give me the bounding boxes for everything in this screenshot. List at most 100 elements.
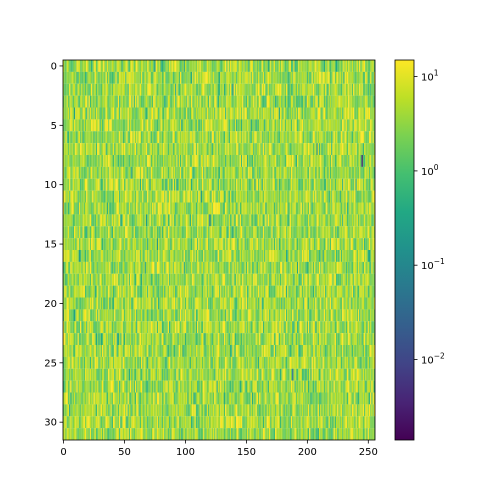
heatmap-cell: [290, 250, 293, 262]
heatmap-cell: [237, 143, 239, 156]
heatmap-cell: [197, 214, 199, 227]
heatmap-cell: [373, 214, 376, 227]
heatmap-cell: [71, 238, 73, 251]
heatmap-cell: [325, 178, 327, 191]
heatmap-cell: [189, 71, 192, 84]
heatmap-cell: [307, 95, 310, 108]
heatmap-cell: [333, 190, 335, 203]
heatmap-cell: [215, 119, 217, 132]
heatmap-cell: [211, 261, 213, 274]
heatmap-cell: [256, 119, 259, 132]
heatmap-cell: [158, 71, 160, 84]
heatmap-cell: [159, 60, 161, 72]
heatmap-cell: [265, 238, 267, 251]
heatmap-cell: [176, 143, 178, 156]
heatmap-cell: [325, 273, 327, 286]
heatmap-cell: [67, 95, 70, 108]
heatmap-cell: [261, 131, 263, 144]
heatmap-cell: [339, 95, 341, 108]
heatmap-cell: [198, 273, 200, 286]
heatmap-cell: [203, 226, 205, 239]
heatmap-cell: [147, 261, 149, 274]
heatmap-cell: [111, 226, 114, 239]
heatmap-cell: [286, 273, 288, 286]
heatmap-cell: [167, 155, 170, 167]
heatmap-cell: [260, 166, 262, 179]
heatmap-cell: [65, 190, 67, 203]
heatmap-cell: [100, 119, 103, 132]
heatmap-cell: [300, 95, 302, 108]
heatmap-cell: [80, 155, 82, 167]
heatmap-cell: [338, 155, 340, 167]
heatmap-cell: [242, 273, 244, 286]
heatmap-cell: [295, 107, 298, 120]
heatmap-cell: [106, 250, 109, 262]
heatmap-cell: [156, 143, 159, 156]
heatmap-cell: [180, 119, 182, 132]
heatmap-cell: [268, 190, 271, 203]
heatmap-cell: [327, 60, 329, 72]
heatmap-cell: [125, 60, 127, 72]
heatmap-cell: [321, 226, 323, 239]
heatmap-cell: [80, 71, 82, 84]
heatmap-cell: [239, 261, 241, 274]
heatmap-cell: [82, 71, 84, 84]
heatmap-cell: [251, 83, 254, 96]
heatmap-cell: [178, 178, 181, 191]
heatmap-cell: [190, 238, 193, 251]
heatmap-cell: [349, 119, 351, 132]
heatmap-cell: [166, 95, 168, 108]
heatmap-cell: [119, 250, 121, 262]
heatmap-cell: [149, 119, 151, 132]
heatmap-cell: [65, 131, 67, 144]
heatmap-cell: [233, 143, 235, 156]
heatmap-cell: [158, 143, 160, 156]
heatmap-cell: [262, 214, 265, 227]
heatmap-cell: [99, 131, 101, 144]
heatmap-cell: [356, 166, 358, 179]
heatmap-cell: [200, 250, 202, 262]
heatmap-cell: [227, 131, 229, 144]
heatmap-cell: [137, 131, 139, 144]
heatmap-cell: [346, 202, 349, 215]
heatmap-cell: [320, 190, 322, 203]
heatmap-cell: [329, 214, 332, 227]
heatmap-cell: [371, 107, 373, 120]
heatmap-cell: [102, 214, 104, 227]
heatmap-cell: [216, 60, 218, 72]
heatmap-cell: [143, 273, 145, 286]
heatmap-cell: [216, 261, 218, 274]
heatmap-cell: [128, 83, 131, 96]
heatmap-cell: [221, 285, 223, 298]
heatmap-cell: [208, 273, 210, 286]
heatmap-cell: [299, 190, 301, 203]
heatmap-cell: [323, 226, 326, 239]
heatmap-cell: [130, 261, 132, 274]
heatmap-cell: [267, 273, 270, 286]
heatmap-cell: [75, 214, 77, 227]
heatmap-cell: [353, 107, 355, 120]
heatmap-cell: [314, 60, 316, 72]
heatmap-cell: [259, 273, 261, 286]
heatmap-cell: [244, 155, 246, 167]
heatmap-cell: [268, 60, 271, 72]
heatmap-cell: [318, 60, 321, 72]
heatmap-cell: [342, 261, 344, 274]
heatmap-cell: [253, 226, 255, 239]
heatmap-cell: [143, 190, 145, 203]
heatmap-cell: [64, 60, 66, 72]
heatmap-cell: [81, 250, 83, 262]
heatmap-cell: [110, 166, 112, 179]
heatmap-cell: [153, 71, 155, 84]
heatmap-cell: [243, 202, 245, 215]
heatmap-cell: [198, 119, 200, 132]
heatmap-cell: [309, 226, 311, 239]
heatmap-cell: [141, 273, 143, 286]
heatmap-cell: [336, 178, 338, 191]
heatmap-cell: [87, 214, 89, 227]
heatmap-cell: [193, 273, 195, 286]
heatmap-cell: [125, 178, 127, 191]
heatmap-cell: [83, 250, 85, 262]
heatmap-cell: [321, 202, 323, 215]
heatmap-cell: [227, 155, 229, 167]
